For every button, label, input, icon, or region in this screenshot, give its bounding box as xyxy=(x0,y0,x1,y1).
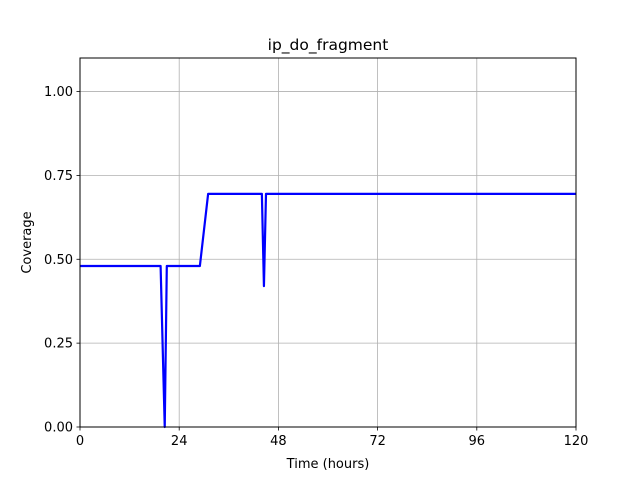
chart-title: ip_do_fragment xyxy=(268,36,389,55)
series-layer xyxy=(80,192,576,429)
y-tick-label: 1.00 xyxy=(44,85,73,100)
x-tick-label: 48 xyxy=(270,434,287,449)
x-tick-label: 96 xyxy=(469,434,486,449)
plot-area-frame xyxy=(79,57,577,428)
x-tick-label: 0 xyxy=(76,434,84,449)
y-tick-label: 0.75 xyxy=(44,169,73,184)
grid xyxy=(79,58,577,428)
x-tick-label: 120 xyxy=(564,434,589,449)
y-axis-ticks: 0.00 0.25 0.50 0.75 1.00 xyxy=(44,85,80,436)
y-tick-label: 0.00 xyxy=(44,421,73,436)
x-axis-label: Time (hours) xyxy=(286,457,370,472)
coverage-line xyxy=(80,192,576,429)
y-tick-label: 0.50 xyxy=(44,253,73,268)
x-tick-label: 72 xyxy=(369,434,386,449)
y-axis-label: Coverage xyxy=(20,211,35,273)
x-tick-label: 24 xyxy=(171,434,188,449)
y-tick-label: 0.25 xyxy=(44,337,73,352)
x-axis-ticks: 0 24 48 72 96 120 xyxy=(76,427,589,449)
